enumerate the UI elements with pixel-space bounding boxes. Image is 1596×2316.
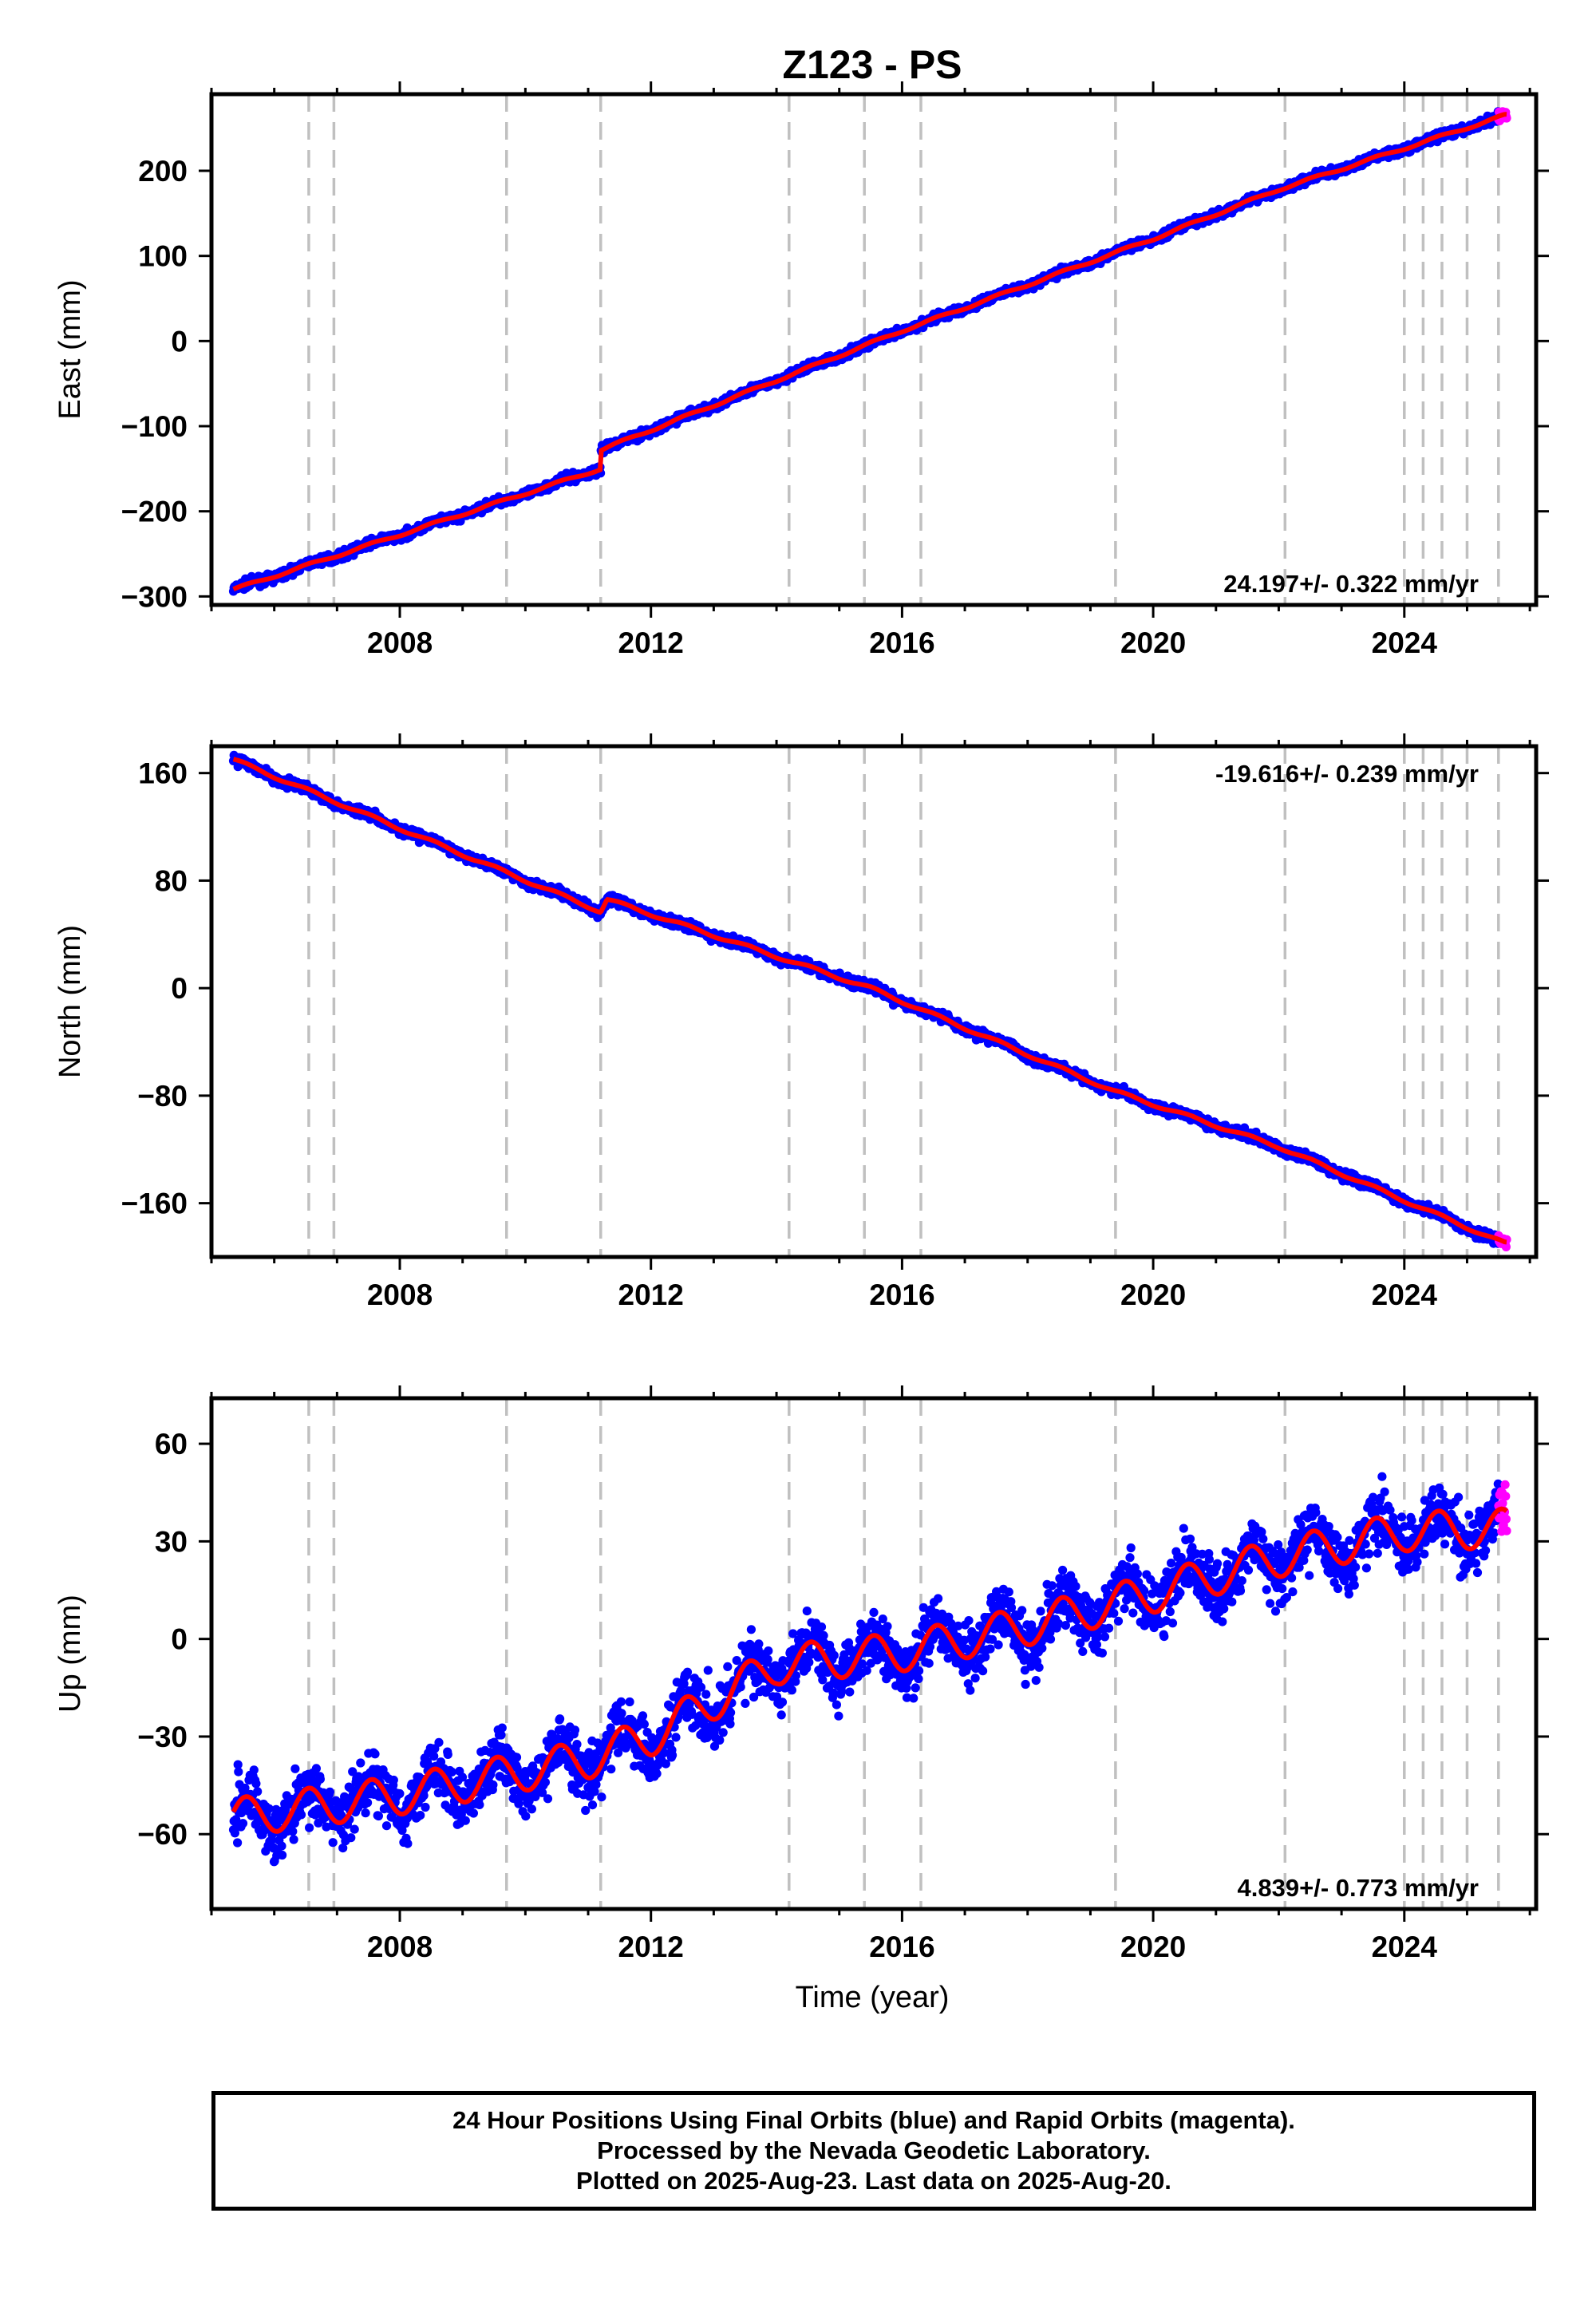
x-tick-label: 2024 (1372, 626, 1438, 659)
y-tick-label: 0 (171, 325, 188, 358)
x-tick-label: 2020 (1120, 626, 1186, 659)
north-data-points (228, 750, 1511, 1251)
east-model-line (232, 112, 1507, 592)
chart-title: Z123 - PS (782, 42, 962, 87)
y-tick-label: −100 (121, 410, 188, 443)
y-tick-label: 200 (138, 155, 188, 188)
y-tick-label: −300 (121, 580, 188, 613)
x-tick-label: 2012 (618, 626, 684, 659)
y-tick-label: 100 (138, 240, 188, 273)
x-tick-label: 2016 (869, 626, 934, 659)
east-frame (209, 92, 1539, 607)
panels-layer: 2008 2012 2016 2020 2024 −300 −200 −100 0 100 200 E… (53, 81, 1549, 1963)
east-data-points (228, 107, 1511, 596)
y-axis-label: East (mm) (53, 279, 87, 419)
x-tick-label: 2008 (367, 626, 433, 659)
rate-label: 24.197+/- 0.322 mm/yr (1223, 570, 1479, 598)
panel-east: 2008 2012 2016 2020 2024 −300 −200 −100 0 100 200 E… (53, 81, 1549, 659)
y-tick-label: −200 (121, 496, 188, 528)
